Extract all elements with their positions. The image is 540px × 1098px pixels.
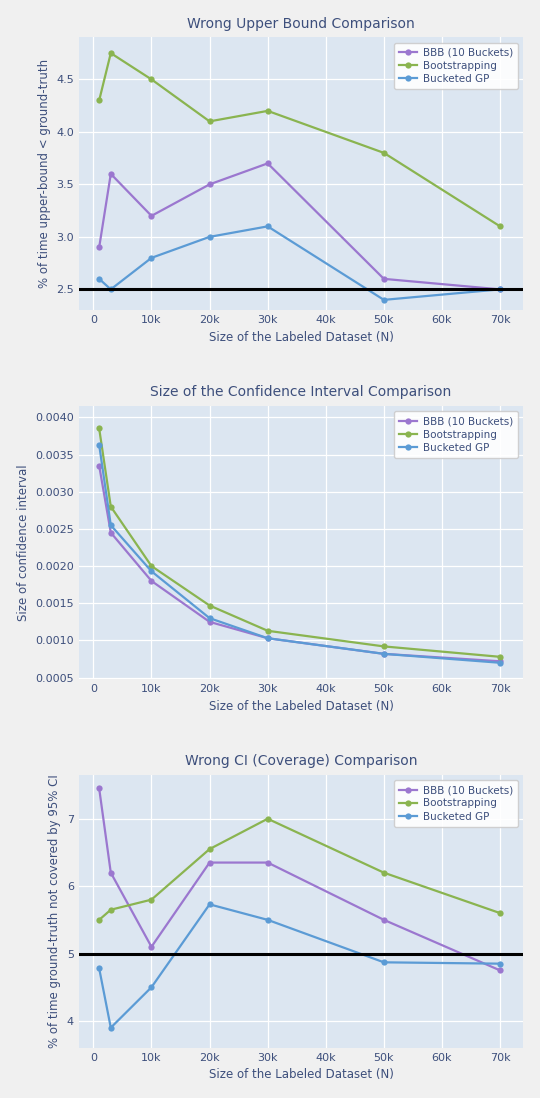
Bootstrapping (265, 624, 271, 637)
Bucketed GP (497, 957, 503, 971)
BBB (10 Buckets) (107, 167, 114, 180)
BBB (10 Buckets) (96, 782, 103, 795)
BBB (10 Buckets) (148, 574, 154, 587)
BBB (10 Buckets) (381, 914, 387, 927)
BBB (10 Buckets) (497, 283, 503, 296)
Bucketed GP (381, 293, 387, 306)
Bucketed GP (497, 283, 503, 296)
Bootstrapping (107, 904, 114, 917)
BBB (10 Buckets) (206, 856, 213, 870)
BBB (10 Buckets) (148, 210, 154, 223)
Line: Bucketed GP: Bucketed GP (96, 901, 503, 1031)
Bucketed GP (265, 631, 271, 645)
BBB (10 Buckets) (206, 615, 213, 628)
Bucketed GP (107, 283, 114, 296)
Line: Bootstrapping: Bootstrapping (96, 816, 503, 923)
Line: Bootstrapping: Bootstrapping (96, 425, 503, 660)
BBB (10 Buckets) (107, 866, 114, 879)
BBB (10 Buckets) (206, 178, 213, 191)
BBB (10 Buckets) (265, 631, 271, 645)
Bootstrapping (107, 500, 114, 513)
Line: Bucketed GP: Bucketed GP (96, 441, 503, 665)
BBB (10 Buckets) (265, 157, 271, 170)
Bootstrapping (107, 46, 114, 59)
Bootstrapping (497, 907, 503, 920)
X-axis label: Size of the Labeled Dataset (N): Size of the Labeled Dataset (N) (208, 699, 394, 713)
Bucketed GP (107, 518, 114, 531)
Bucketed GP (148, 251, 154, 265)
Y-axis label: % of time ground-truth not covered by 95% CI: % of time ground-truth not covered by 95… (48, 774, 62, 1049)
BBB (10 Buckets) (497, 964, 503, 977)
BBB (10 Buckets) (107, 526, 114, 539)
X-axis label: Size of the Labeled Dataset (N): Size of the Labeled Dataset (N) (208, 1068, 394, 1082)
Bucketed GP (107, 1021, 114, 1034)
Bootstrapping (381, 640, 387, 653)
Bootstrapping (206, 115, 213, 128)
Bootstrapping (96, 914, 103, 927)
Bucketed GP (265, 914, 271, 927)
Line: Bucketed GP: Bucketed GP (96, 223, 503, 303)
Bootstrapping (381, 866, 387, 879)
Title: Wrong Upper Bound Comparison: Wrong Upper Bound Comparison (187, 16, 415, 31)
Bootstrapping (96, 422, 103, 435)
Bootstrapping (497, 650, 503, 663)
Y-axis label: % of time upper-bound < ground-truth: % of time upper-bound < ground-truth (38, 59, 51, 289)
Bucketed GP (148, 981, 154, 994)
Bootstrapping (148, 72, 154, 86)
Bootstrapping (148, 560, 154, 573)
Legend: BBB (10 Buckets), Bootstrapping, Bucketed GP: BBB (10 Buckets), Bootstrapping, Buckete… (394, 781, 518, 827)
Bucketed GP (96, 272, 103, 285)
Line: BBB (10 Buckets): BBB (10 Buckets) (96, 785, 503, 974)
BBB (10 Buckets) (497, 654, 503, 668)
Legend: BBB (10 Buckets), Bootstrapping, Bucketed GP: BBB (10 Buckets), Bootstrapping, Buckete… (394, 412, 518, 458)
Line: BBB (10 Buckets): BBB (10 Buckets) (96, 160, 503, 292)
BBB (10 Buckets) (381, 272, 387, 285)
Bootstrapping (497, 220, 503, 233)
Line: BBB (10 Buckets): BBB (10 Buckets) (96, 462, 503, 664)
Y-axis label: Size of confidence interval: Size of confidence interval (17, 464, 30, 621)
BBB (10 Buckets) (265, 856, 271, 870)
Bucketed GP (497, 657, 503, 670)
Bucketed GP (206, 612, 213, 625)
X-axis label: Size of the Labeled Dataset (N): Size of the Labeled Dataset (N) (208, 330, 394, 344)
Legend: BBB (10 Buckets), Bootstrapping, Bucketed GP: BBB (10 Buckets), Bootstrapping, Buckete… (394, 43, 518, 89)
Bootstrapping (148, 893, 154, 906)
BBB (10 Buckets) (96, 459, 103, 472)
Line: Bootstrapping: Bootstrapping (96, 51, 503, 229)
Bootstrapping (381, 146, 387, 159)
Bucketed GP (381, 955, 387, 968)
Bootstrapping (96, 93, 103, 107)
Bootstrapping (265, 813, 271, 826)
Bucketed GP (206, 898, 213, 911)
Bucketed GP (96, 438, 103, 451)
Bucketed GP (148, 564, 154, 578)
Title: Wrong CI (Coverage) Comparison: Wrong CI (Coverage) Comparison (185, 754, 417, 769)
Bucketed GP (381, 647, 387, 660)
Bootstrapping (206, 842, 213, 855)
Bucketed GP (265, 220, 271, 233)
Bootstrapping (206, 598, 213, 612)
Bootstrapping (265, 104, 271, 117)
BBB (10 Buckets) (381, 647, 387, 660)
Title: Size of the Confidence Interval Comparison: Size of the Confidence Interval Comparis… (151, 385, 451, 400)
BBB (10 Buckets) (148, 940, 154, 953)
Bucketed GP (206, 231, 213, 244)
BBB (10 Buckets) (96, 240, 103, 254)
Bucketed GP (96, 962, 103, 975)
